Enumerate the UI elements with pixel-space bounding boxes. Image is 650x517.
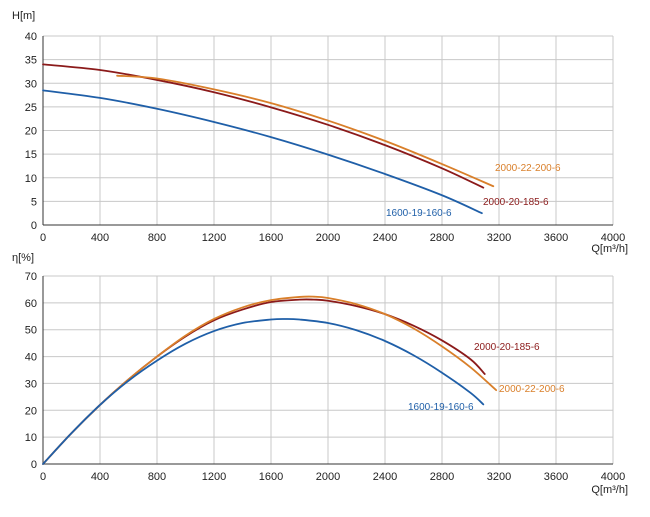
- x-tick-label: 3600: [544, 471, 568, 483]
- x-tick-label: 400: [91, 232, 109, 244]
- series-line-2000-22-200-6: [42, 295, 498, 465]
- y-tick-label: 20: [25, 126, 37, 138]
- x-tick-label: 1600: [259, 471, 283, 483]
- y-tick-label: 40: [25, 352, 37, 364]
- y-tick-label: 0: [31, 459, 37, 471]
- y-tick-label: 70: [25, 271, 37, 283]
- x-tick-label: 2800: [430, 471, 454, 483]
- y-tick-label: 10: [25, 432, 37, 444]
- x-tick-label: 0: [40, 471, 46, 483]
- series-line-2000-20-185-6: [42, 298, 486, 465]
- x-tick-label: 3600: [544, 232, 568, 244]
- head-chart-panel: 0 400 800 1200 1600 2000 2400 2800 3200 3600 4000 0…: [12, 10, 628, 255]
- x-tick-label: 1200: [202, 232, 226, 244]
- y-tick-label: 10: [25, 173, 37, 185]
- y-axis-title: H[m]: [12, 10, 35, 22]
- series-label-1600-19-160-6: 1600-19-160-6: [408, 402, 474, 413]
- y-tick-label: 35: [25, 55, 37, 67]
- y-tick-label: 40: [25, 31, 37, 43]
- x-tick-label: 2000: [316, 232, 340, 244]
- x-axis-title: Q[m³/h]: [591, 243, 628, 255]
- x-tick-label: 2400: [373, 232, 397, 244]
- x-tick-label: 2000: [316, 471, 340, 483]
- series-line-2000-20-185-6: [42, 63, 485, 189]
- x-tick-label: 4000: [601, 471, 625, 483]
- x-tick-label: 1600: [259, 232, 283, 244]
- y-tick-label: 30: [25, 78, 37, 90]
- series-label-2000-20-185-6: 2000-20-185-6: [483, 197, 549, 208]
- x-tick-label: 2800: [430, 232, 454, 244]
- y-tick-label: 50: [25, 325, 37, 337]
- x-tick-label: 2400: [373, 471, 397, 483]
- x-tick-label: 4000: [601, 232, 625, 244]
- y-tick-label: 15: [25, 149, 37, 161]
- series-label-2000-22-200-6: 2000-22-200-6: [499, 384, 565, 395]
- x-axis-title: Q[m³/h]: [591, 484, 628, 496]
- y-tick-label: 20: [25, 405, 37, 417]
- series-line-1600-19-160-6: [42, 318, 485, 465]
- y-axis-title: η[%]: [12, 252, 34, 264]
- efficiency-chart-panel: 0 400 800 1200 1600 2000 2400 2800 3200 3600 4000 0…: [12, 252, 628, 496]
- x-tick-label: 3200: [487, 232, 511, 244]
- y-tick-label: 5: [31, 196, 37, 208]
- x-tick-label: 0: [40, 232, 46, 244]
- x-tick-label: 800: [148, 471, 166, 483]
- series-line-2000-22-200-6: [116, 74, 495, 188]
- y-tick-label: 60: [25, 298, 37, 310]
- series-line-1600-19-160-6: [42, 89, 483, 215]
- x-tick-label: 400: [91, 471, 109, 483]
- x-tick-label: 3200: [487, 471, 511, 483]
- series-label-2000-22-200-6: 2000-22-200-6: [495, 163, 561, 174]
- series-label-1600-19-160-6: 1600-19-160-6: [386, 208, 452, 219]
- y-tick-label: 0: [31, 220, 37, 232]
- x-tick-label: 1200: [202, 471, 226, 483]
- x-tick-label: 800: [148, 232, 166, 244]
- y-tick-label: 25: [25, 102, 37, 114]
- y-tick-label: 30: [25, 378, 37, 390]
- series-label-2000-20-185-6: 2000-20-185-6: [474, 342, 540, 353]
